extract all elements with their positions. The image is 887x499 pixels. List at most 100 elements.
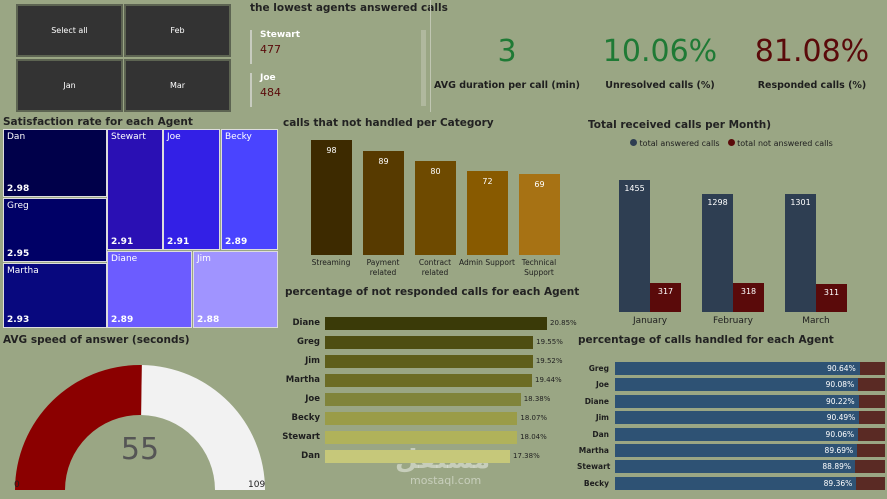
not-handled-bar[interactable] [858, 427, 885, 441]
slicer-jan[interactable]: Jan [16, 59, 123, 112]
treemap-tile[interactable]: Joe 2.91 [163, 129, 220, 250]
gauge-min: 0 [14, 480, 20, 490]
category-label: Contract related [418, 258, 452, 277]
not-responded-bar[interactable] [325, 393, 521, 406]
month-bar[interactable]: 318 [733, 283, 764, 312]
agent-label: Becky [291, 413, 320, 423]
treemap-tile[interactable]: Becky 2.89 [221, 129, 278, 250]
scrollbar[interactable] [421, 30, 426, 106]
month-chart-title: Total received calls per Month) [588, 119, 772, 131]
not-handled-bar[interactable] [855, 460, 885, 474]
slicer-feb[interactable]: Feb [124, 4, 231, 57]
not-responded-bar[interactable] [325, 450, 511, 463]
agent-label: Stewart [577, 462, 611, 472]
bar-value: 20.85% [550, 319, 577, 327]
satisfaction-title: Satisfaction rate for each Agent [3, 116, 193, 128]
tile-name: Becky [225, 132, 252, 142]
tile-name: Greg [7, 201, 29, 211]
category-label: Technical Support [521, 258, 557, 277]
not-handled-bar[interactable] [857, 444, 885, 457]
treemap-tile[interactable]: Martha 2.93 [3, 263, 107, 328]
handled-bar[interactable]: 90.64% [615, 362, 860, 375]
treemap-tile[interactable]: Jim 2.88 [193, 251, 278, 328]
not-responded-bar[interactable] [325, 317, 547, 330]
tile-value: 2.91 [111, 237, 134, 247]
bar-value: 19.44% [534, 376, 562, 384]
agent-label: Jim [595, 413, 609, 423]
kpi-responded-value: 81.08% [754, 34, 870, 69]
bar-value: 18.38% [523, 395, 551, 403]
lowest-agent-card: Joe 484 [250, 73, 281, 107]
kpi-unresolved-value: 10.06% [602, 34, 718, 69]
handled-bar[interactable]: 90.06% [615, 427, 859, 441]
not-responded-bar[interactable] [325, 412, 518, 425]
month-bar[interactable]: 311 [816, 283, 847, 312]
agent-label: Diane [584, 396, 609, 406]
slicer-select-all[interactable]: Select all [16, 4, 123, 57]
agent-label: Stewart [282, 432, 320, 442]
month-bar[interactable]: 317 [650, 283, 681, 312]
not-responded-bar[interactable] [325, 355, 533, 368]
month-bar[interactable]: 1298 [702, 194, 733, 312]
gauge-remaining-arc [141, 365, 265, 490]
agent-label: Joe [305, 394, 320, 404]
gauge-max: 109 [248, 480, 266, 490]
handled-bar[interactable]: 90.08% [615, 378, 859, 392]
not-handled-bar[interactable] [858, 378, 885, 392]
month-label: March [802, 316, 830, 326]
tile-value: 2.95 [7, 249, 30, 259]
category-chart-title: calls that not handled per Category [283, 117, 494, 129]
bar-value: 18.07% [520, 414, 548, 422]
handled-bar[interactable]: 89.69% [615, 444, 858, 457]
not-handled-bar[interactable] [859, 411, 885, 425]
not-handled-bar[interactable] [858, 394, 885, 408]
category-bar[interactable]: 69 [519, 174, 560, 255]
month-label: January [632, 316, 668, 326]
not-handled-bar[interactable] [859, 362, 885, 375]
bar-value: 19.55% [536, 338, 563, 346]
tile-name: Diane [111, 254, 138, 264]
category-bar[interactable]: 98 [311, 140, 352, 255]
kpi-responded-label: Responded calls (%) [757, 80, 867, 91]
not-handled-bar[interactable] [856, 476, 885, 490]
tile-name: Joe [167, 132, 181, 142]
tile-name: Jim [197, 254, 211, 264]
treemap-tile[interactable]: Stewart 2.91 [107, 129, 163, 250]
treemap-tile[interactable]: Dan 2.98 [3, 129, 107, 197]
month-bar[interactable]: 1455 [619, 180, 650, 312]
tile-value: 2.93 [7, 315, 30, 325]
category-bar[interactable]: 72 [467, 170, 508, 255]
treemap-tile[interactable]: Diane 2.89 [107, 251, 192, 328]
bar-value: 18.04% [520, 433, 547, 441]
watermark-text: mostaql.com [410, 474, 482, 487]
agent-label: Martha [578, 446, 609, 455]
category-label: Streaming [311, 258, 351, 267]
tile-name: Dan [7, 132, 26, 142]
tile-name: Martha [7, 266, 39, 276]
treemap-tile[interactable]: Greg 2.95 [3, 198, 107, 262]
legend-not-answered[interactable]: total not answered calls [727, 139, 833, 148]
kpi-avg-duration-value: 3 [497, 34, 517, 69]
legend-label: total answered calls [639, 139, 720, 148]
handled-title: percentage of calls handled for each Age… [578, 334, 834, 346]
not-responded-bar[interactable] [325, 336, 534, 349]
kpi-avg-duration-label: AVG duration per call (min) [434, 80, 580, 91]
gauge-title: AVG speed of answer (seconds) [3, 334, 190, 346]
not-responded-bar[interactable] [325, 374, 532, 387]
tile-value: 2.91 [167, 237, 190, 247]
category-label: Payment related [366, 258, 400, 277]
category-bar[interactable]: 89 [363, 150, 404, 255]
not-responded-bar[interactable] [325, 431, 518, 444]
agent-label: Greg [588, 364, 609, 373]
tile-value: 2.89 [111, 315, 134, 325]
category-bar[interactable]: 80 [415, 161, 456, 255]
handled-bar[interactable]: 88.89% [615, 460, 855, 474]
month-bar[interactable]: 1301 [785, 193, 816, 312]
handled-bar[interactable]: 89.36% [615, 476, 857, 490]
slicer-mar[interactable]: Mar [124, 59, 231, 112]
handled-bar[interactable]: 90.22% [615, 394, 859, 408]
agent-label: Greg [296, 337, 320, 347]
gauge-value-arc [15, 365, 142, 490]
legend-answered[interactable]: total answered calls [630, 139, 720, 148]
handled-bar[interactable]: 90.49% [615, 411, 860, 425]
